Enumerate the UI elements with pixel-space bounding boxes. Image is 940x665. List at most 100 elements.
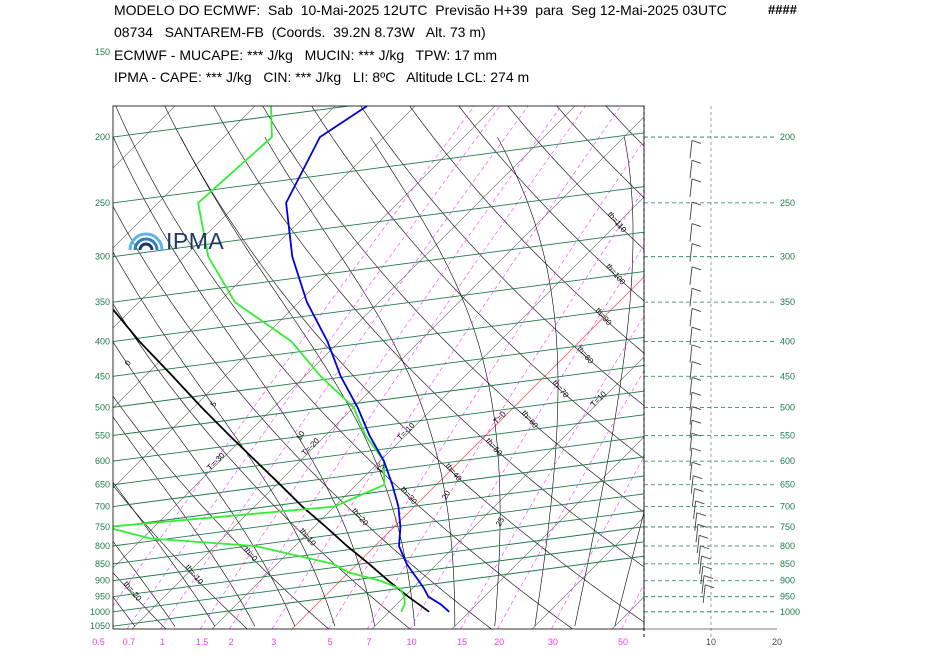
wind-axis-tick-label: 10 (706, 637, 716, 647)
right-pressure-label: 700 (780, 502, 795, 512)
wind-barb-flag (696, 512, 706, 517)
isotherm-label: T=0 (492, 409, 509, 426)
wind-barb (689, 223, 693, 242)
isotherm-line (291, 276, 644, 629)
ipma-logo-text: IPMA (166, 228, 225, 254)
moist-adiabat-line (574, 137, 634, 627)
left-pressure-label: 900 (95, 576, 110, 586)
isobar-line (113, 493, 644, 565)
right-pressure-label: 550 (780, 430, 795, 440)
wind-barb (689, 140, 693, 159)
mixing-ratio-line (621, 583, 644, 629)
right-pressure-label: 250 (780, 198, 795, 208)
isobar-line (113, 231, 644, 303)
mixing-ratio-tick-label: 1.5 (196, 637, 209, 647)
isobar-line (113, 336, 644, 408)
left-pressure-label: 350 (95, 297, 110, 307)
mixing-ratio-tick-label: 1 (160, 637, 165, 647)
mixing-ratio-tick-label: 50 (618, 637, 628, 647)
left-pressure-label: 300 (95, 252, 110, 262)
isotherm-line (0, 106, 95, 629)
isotherm-line (531, 516, 644, 629)
dry-adiabat-line (605, 106, 644, 147)
moist-adiabat-label: 20 (440, 489, 453, 502)
isotherm-line (113, 106, 576, 569)
left-pressure-label: 800 (95, 541, 110, 551)
temperature-profile-line (285, 106, 450, 613)
isotherm-line (113, 106, 496, 489)
wind-barb (689, 266, 693, 285)
wind-barb (693, 500, 697, 520)
wind-barb-flag (699, 534, 709, 539)
right-pressure-label: 950 (780, 592, 795, 602)
mixing-ratio-tick-label: 30 (548, 637, 558, 647)
wind-barb (689, 308, 693, 327)
right-pressure-label: 400 (780, 337, 795, 347)
wind-barb (689, 361, 693, 380)
isotherm-line (113, 106, 336, 329)
isotherm-line (131, 116, 644, 629)
wind-barb (689, 160, 693, 179)
left-pressure-label: 600 (95, 456, 110, 466)
mixing-ratio-line (271, 106, 622, 629)
wind-barb (694, 512, 698, 531)
dry-adiabat-line (164, 106, 644, 623)
ipma-logo-mark-icon (128, 232, 164, 251)
mixing-ratio-tick-label: 15 (457, 637, 467, 647)
moist-adiabat-line (113, 416, 256, 627)
wind-barb-flag (691, 376, 702, 381)
mixing-ratio-tick-label: 7 (366, 637, 371, 647)
isobar-line (113, 526, 644, 598)
left-pressure-label: 750 (95, 522, 110, 532)
moist-adiabat-line (113, 481, 216, 627)
mixing-ratio-line (460, 315, 644, 629)
wind-barb-flag (691, 223, 702, 227)
isotherm-label: T=-30 (205, 451, 227, 473)
wind-barb-flag (691, 419, 702, 424)
isotherm-line (611, 596, 644, 629)
wind-barb-flag (691, 461, 702, 466)
moist-adiabat-line (180, 136, 416, 627)
wind-barb-flag (693, 475, 703, 480)
mixing-ratio-line (409, 244, 644, 629)
moist-adiabat-line (264, 136, 456, 627)
wind-barb-flag (701, 555, 711, 560)
dry-adiabat-line (311, 106, 644, 460)
isobar-line (113, 132, 644, 204)
moist-adiabat-line (113, 341, 296, 627)
dry-adiabat-label: th=110 (606, 210, 629, 235)
isotherm-label: T=10 (589, 389, 609, 409)
left-pressure-label: 400 (95, 337, 110, 347)
wind-barb (689, 392, 693, 411)
header-line-1: MODELO DO ECMWF: Sab 10-Mai-2025 12UTC P… (114, 2, 727, 18)
right-pressure-label: 850 (780, 559, 795, 569)
mixing-ratio-line (199, 106, 562, 629)
isotherm-line (692, 106, 940, 629)
dry-adiabat-label: th=10 (298, 526, 318, 548)
parcel-profile-line (113, 308, 430, 613)
header-line-3: ECMWF - MUCAPE: *** J/kg MUCIN: *** J/kg… (114, 47, 497, 63)
moist-adiabat-line (113, 251, 336, 627)
mixing-ratio-tick-label: 0.7 (123, 637, 136, 647)
wind-barb (689, 178, 693, 197)
wind-barb-flag (702, 565, 712, 570)
moist-adiabat-label: 0 (123, 358, 133, 367)
isotherm-line (451, 436, 644, 629)
wind-barb-flag (691, 361, 702, 365)
dry-adiabat-line (115, 106, 573, 629)
wind-barb (699, 556, 703, 575)
left-pressure-label: 450 (95, 371, 110, 381)
wind-barb (689, 288, 693, 307)
dry-adiabat-line (458, 106, 644, 302)
dry-adiabat-label: th=0 (242, 545, 259, 563)
dry-adiabat-line (262, 106, 644, 513)
mixing-ratio-line (328, 139, 644, 629)
dry-adiabat-line (507, 106, 644, 250)
moist-adiabat-line (614, 511, 644, 627)
wind-barb (689, 447, 693, 467)
mixing-ratio-tick-label: 10 (407, 637, 417, 647)
dry-adiabat-line (113, 303, 411, 629)
dewpoint-profile-line (113, 106, 406, 613)
left-pressure-label: 500 (95, 402, 110, 412)
dry-adiabat-line (213, 106, 644, 568)
